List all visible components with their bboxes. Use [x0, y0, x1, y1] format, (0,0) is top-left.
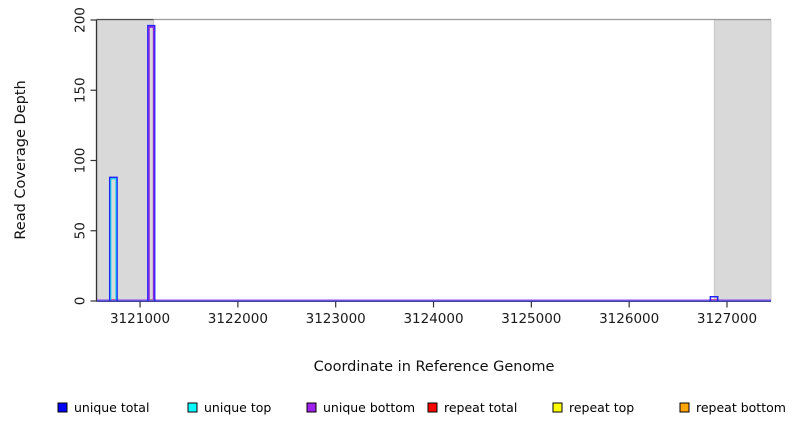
legend-item-repeat-total: repeat total [427, 400, 517, 415]
legend-item-repeat-bottom: repeat bottom [679, 400, 786, 415]
legend-label-repeat-top: repeat top [569, 400, 634, 415]
shaded-regions-layer [96, 19, 772, 302]
x-tick-label: 3126000 [599, 311, 659, 327]
y-tick-label: 0 [73, 297, 89, 306]
legend-swatch-repeat-total [427, 402, 438, 413]
legend-label-repeat-total: repeat total [444, 400, 517, 415]
series-unique-bottom-spike [148, 26, 155, 300]
x-tick-label: 3123000 [306, 311, 366, 327]
x-tick-label: 3127000 [697, 311, 757, 327]
x-tick-label: 3122000 [208, 311, 268, 327]
x-tick-label: 3121000 [110, 311, 170, 327]
x-axis-title: Coordinate in Reference Genome [314, 359, 555, 375]
legend-item-unique-top: unique top [187, 400, 271, 415]
legend-label-repeat-bottom: repeat bottom [696, 400, 786, 415]
legend-swatch-unique-total [57, 402, 68, 413]
y-tick-label: 50 [73, 222, 89, 239]
y-tick-label: 150 [73, 77, 89, 103]
series-unique-total-spike [108, 176, 118, 301]
legend-label-unique-top: unique top [204, 400, 271, 415]
legend-item-repeat-top: repeat top [552, 400, 634, 415]
series-unique-total-spike [147, 24, 156, 301]
legend-swatch-unique-top [187, 402, 198, 413]
series-layer [97, 24, 771, 302]
legend-item-unique-total: unique total [57, 400, 149, 415]
legend-swatch-unique-bottom [306, 402, 317, 413]
legend-label-unique-bottom: unique bottom [323, 400, 415, 415]
series-unique-total-spike [709, 296, 719, 301]
series-unique-top-spike [110, 178, 117, 300]
x-tick-label: 3125000 [501, 311, 561, 327]
legend-label-unique-total: unique total [74, 400, 149, 415]
axes-layer: 3121000 3122000 3123000 3124000 3125000 31260… [73, 7, 771, 327]
legend-item-unique-bottom: unique bottom [306, 400, 415, 415]
shaded-region-left-flank [96, 19, 155, 302]
y-tick-label: 100 [73, 148, 89, 174]
y-tick-label: 200 [73, 7, 89, 33]
legend-swatch-repeat-top [552, 402, 563, 413]
y-axis-title: Read Coverage Depth [13, 80, 29, 239]
legend: unique total unique top unique bottom repea… [57, 400, 786, 415]
legend-swatch-repeat-bottom [679, 402, 690, 413]
shaded-region-right-flank [713, 19, 772, 302]
x-tick-label: 3124000 [403, 311, 463, 327]
